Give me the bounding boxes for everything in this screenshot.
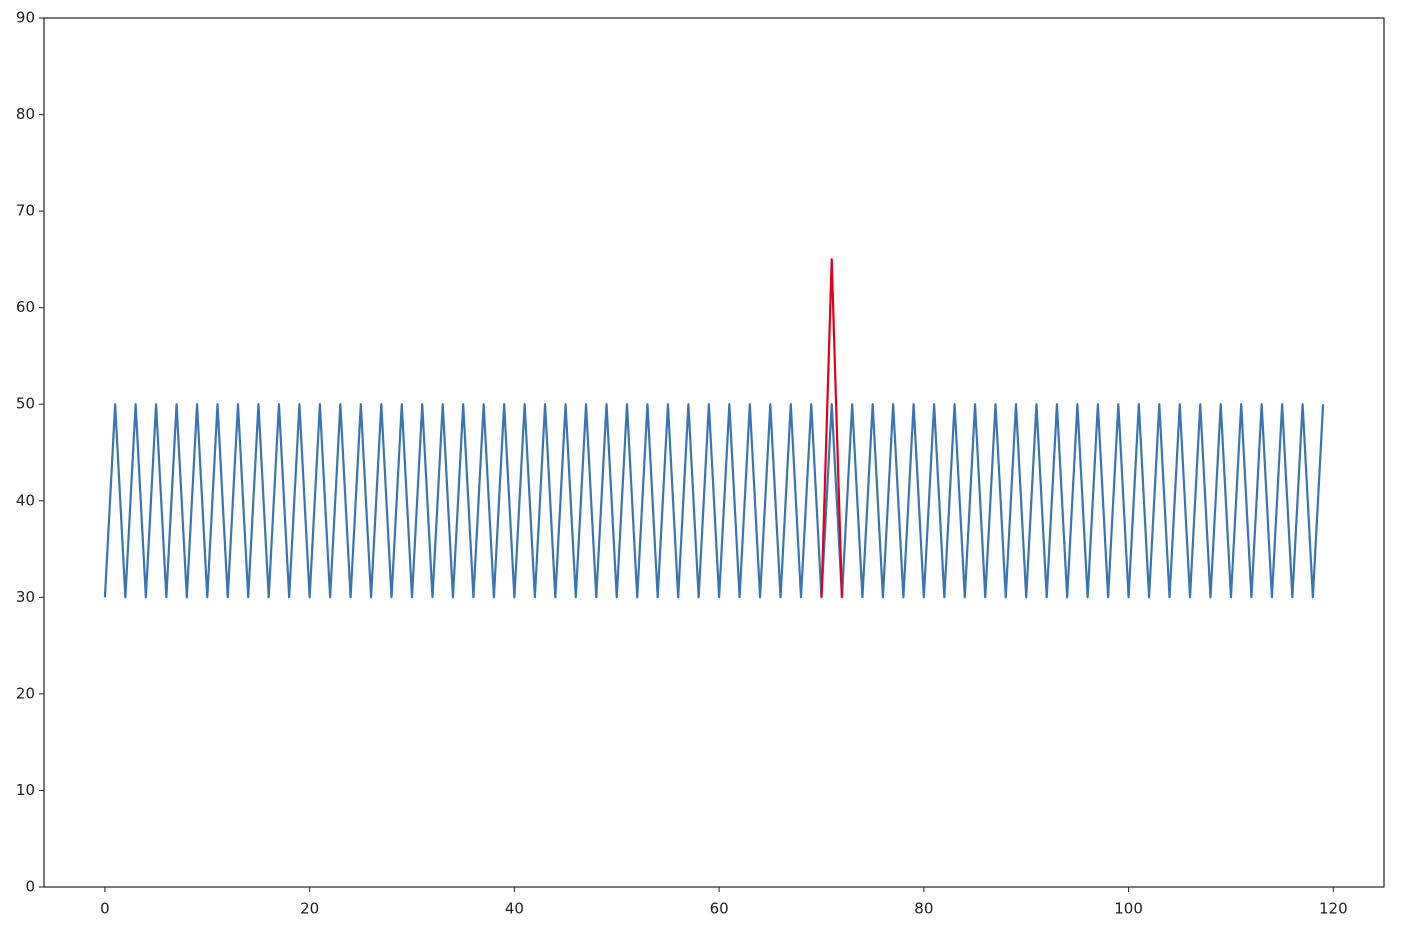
y-tick-label: 60	[16, 298, 35, 316]
y-tick-label: 0	[25, 878, 35, 896]
y-tick-label: 20	[16, 684, 35, 702]
y-tick-label: 30	[16, 588, 35, 606]
x-tick-label: 60	[710, 900, 729, 918]
x-tick-label: 80	[914, 900, 933, 918]
plot-frame	[43, 17, 1385, 888]
line-series	[820, 258, 844, 598]
x-tick-label: 100	[1114, 900, 1143, 918]
x-tick-label: 0	[100, 900, 110, 918]
y-tick-label: 90	[16, 9, 35, 27]
y-tick-label: 40	[16, 491, 35, 509]
y-tick-label: 70	[16, 202, 35, 220]
y-tick-label: 50	[16, 395, 35, 413]
y-tick-label: 10	[16, 781, 35, 799]
y-tick-label: 80	[16, 105, 35, 123]
line-series	[103, 403, 1325, 599]
x-tick-label: 20	[300, 900, 319, 918]
x-tick-label: 40	[505, 900, 524, 918]
x-tick-label: 120	[1319, 900, 1348, 918]
